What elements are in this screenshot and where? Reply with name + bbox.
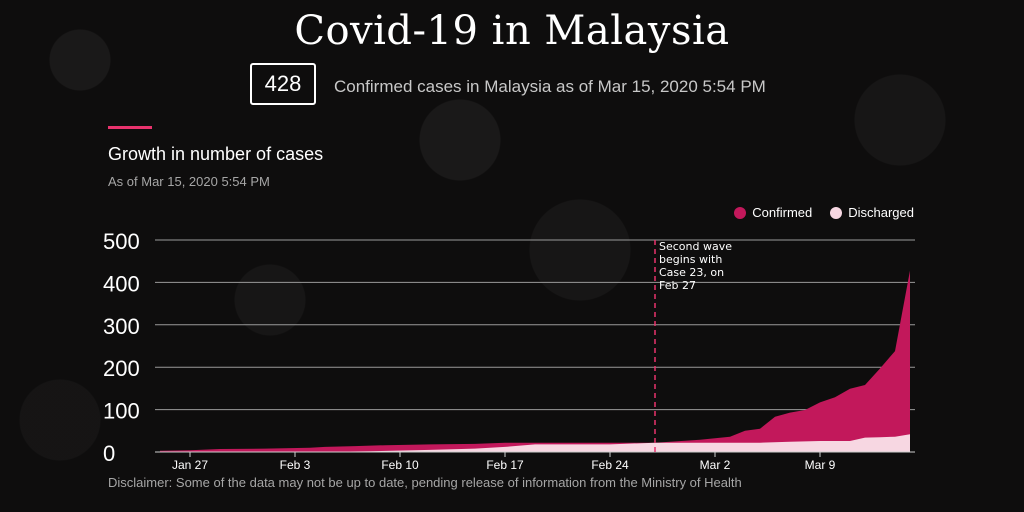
chart-title: Growth in number of cases [108,144,324,164]
annotation-text-line-4: Feb 27 [659,279,696,292]
y-tick-label-100: 100 [103,399,140,424]
x-tick-label-Feb-3: Feb 3 [280,458,311,472]
x-tick-label-Feb-17: Feb 17 [486,458,524,472]
series-area-confirmed [160,270,910,452]
page-title: Covid-19 in Malaysia [294,8,730,54]
series-area-discharged [160,434,910,452]
case-count-badge: 428 [250,63,316,105]
x-tick-label-Feb-24: Feb 24 [591,458,629,472]
chart-legend: Confirmed Discharged [734,205,914,220]
case-count-caption: Confirmed cases in Malaysia as of Mar 15… [334,77,766,96]
annotation-text-line-1: Second wave [659,240,732,253]
x-tick-label-Jan-27: Jan 27 [172,458,208,472]
legend-swatch-discharged [830,206,843,219]
legend-label-discharged: Discharged [848,205,914,220]
chart-subtitle: As of Mar 15, 2020 5:54 PM [108,174,270,189]
annotation-text-line-3: Case 23, on [659,266,724,279]
y-tick-label-200: 200 [103,356,140,381]
section-accent-bar [108,126,152,129]
x-tick-label-Mar-9: Mar 9 [805,458,836,472]
y-tick-label-300: 300 [103,314,140,339]
legend-swatch-confirmed [734,206,747,219]
x-tick-label-Feb-10: Feb 10 [381,458,419,472]
legend-item-discharged: Discharged [830,205,914,220]
y-tick-label-500: 500 [103,229,140,254]
x-tick-label-Mar-2: Mar 2 [700,458,731,472]
y-tick-label-400: 400 [103,271,140,296]
annotation-text-line-2: begins with [659,253,722,266]
legend-label-confirmed: Confirmed [752,205,813,220]
y-tick-label-0: 0 [103,441,115,466]
legend-item-confirmed: Confirmed [734,205,812,220]
disclaimer-text: Disclaimer: Some of the data may not be … [108,475,742,490]
